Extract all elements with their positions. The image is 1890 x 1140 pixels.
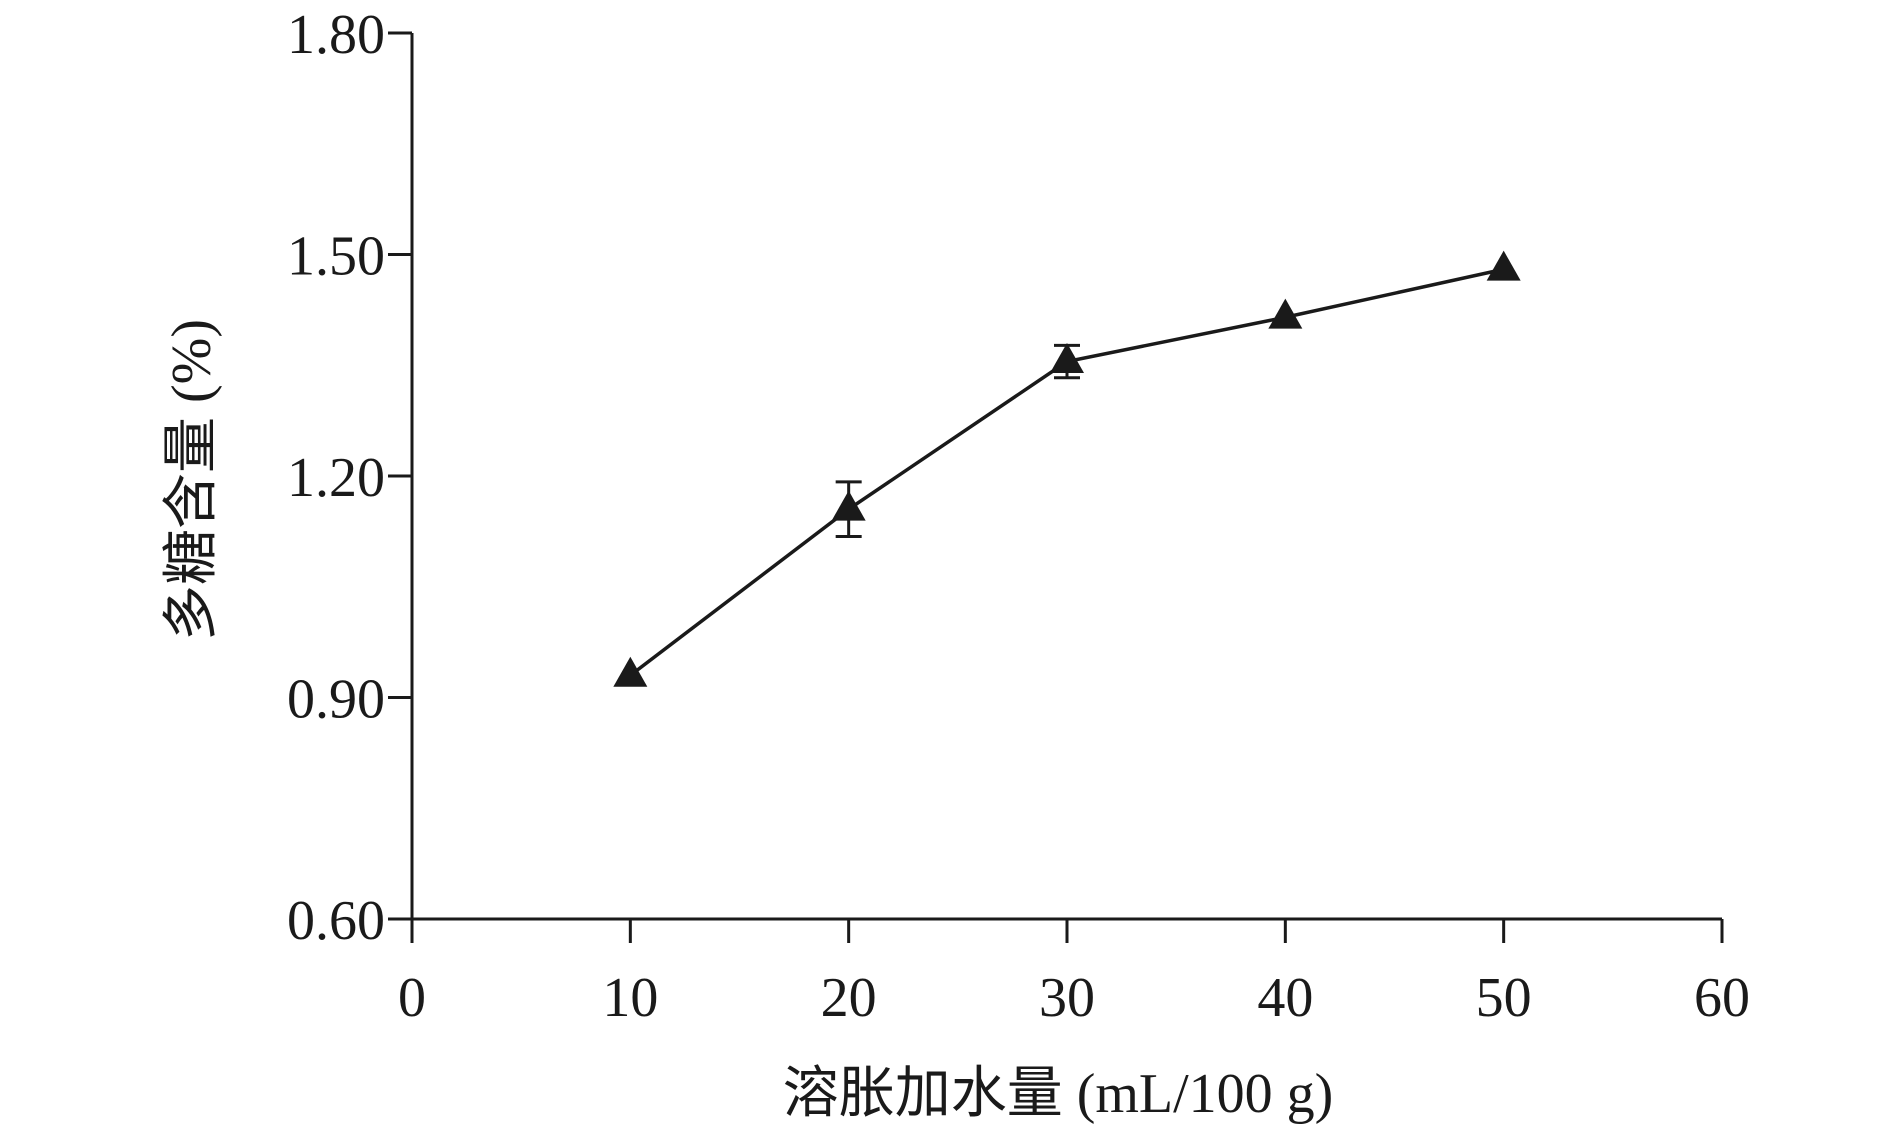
x-tick-label: 60 xyxy=(1694,967,1750,1029)
y-tick-label: 1.80 xyxy=(287,4,385,66)
x-axis-title: 溶胀加水量 (mL/100 g) xyxy=(783,1063,1334,1125)
y-tick-label: 1.20 xyxy=(287,447,385,509)
x-tick-label: 20 xyxy=(821,967,877,1029)
x-axis-ticks: 0 10 20 30 40 50 60 xyxy=(398,919,1750,1029)
x-tick-label: 10 xyxy=(602,967,658,1029)
y-axis-ticks: 0.60 0.90 1.20 1.50 1.80 xyxy=(287,4,412,952)
data-point-triangle xyxy=(831,490,866,521)
axes xyxy=(410,33,1722,921)
x-tick-label: 0 xyxy=(398,967,426,1029)
y-tick-label: 0.90 xyxy=(287,669,385,731)
data-point-triangle xyxy=(1050,342,1084,373)
series-group xyxy=(613,250,1521,687)
data-point-triangle xyxy=(1268,298,1303,329)
x-tick-label: 50 xyxy=(1476,967,1532,1029)
data-point-triangle xyxy=(1486,250,1521,281)
x-tick-label: 40 xyxy=(1257,967,1313,1029)
data-point-triangle xyxy=(613,656,648,687)
y-tick-label: 1.50 xyxy=(287,226,385,288)
x-tick-label: 30 xyxy=(1039,967,1095,1029)
y-axis-title: 多糖含量 (%) xyxy=(161,319,223,641)
y-tick-label: 0.60 xyxy=(287,890,385,952)
series-line xyxy=(629,267,1505,677)
